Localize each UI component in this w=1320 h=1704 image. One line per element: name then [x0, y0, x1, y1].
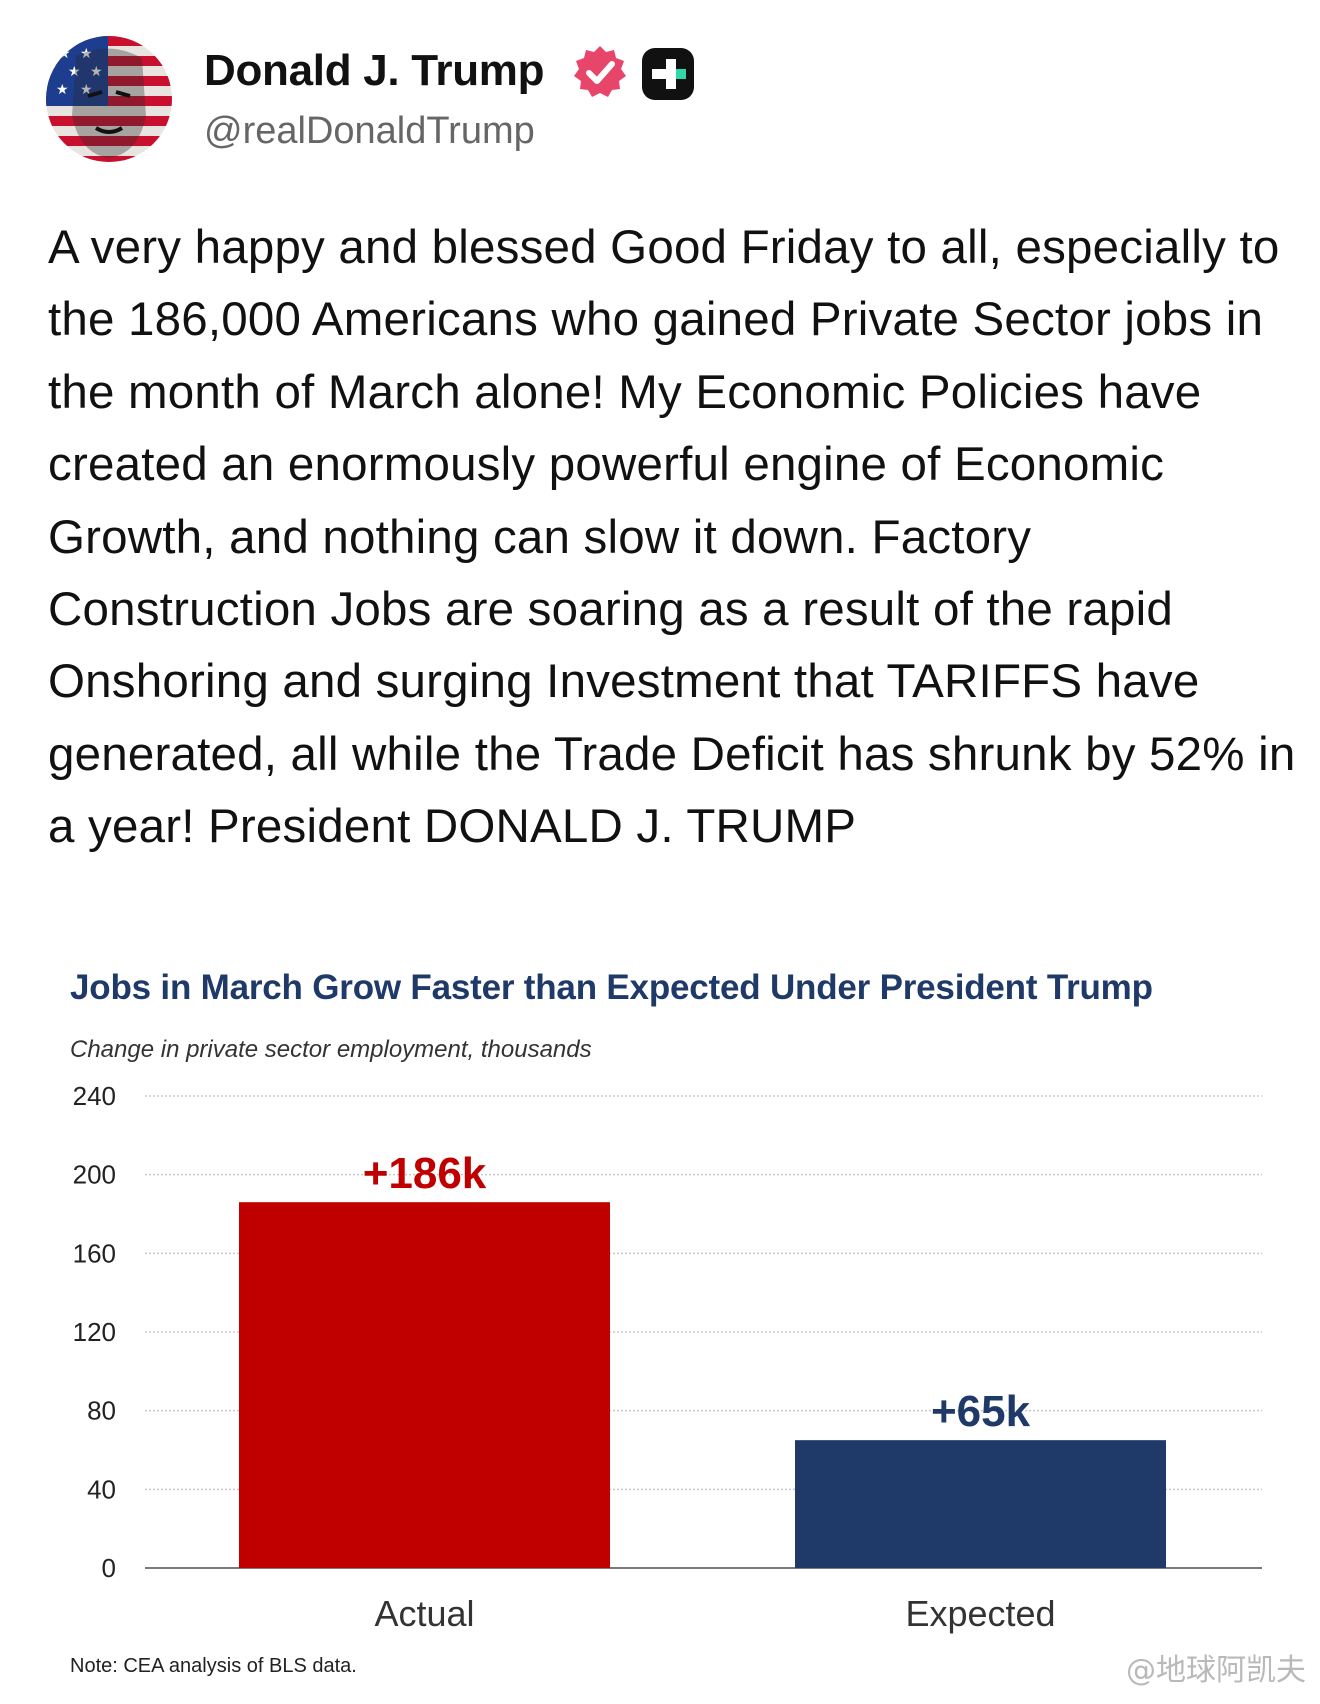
y-tick-label: 240 — [73, 1081, 116, 1111]
profile-portrait-icon: ★ ★ ★ ★ ★ ★ — [46, 36, 172, 162]
y-tick-label: 0 — [102, 1553, 116, 1583]
watermark: @地球阿凯夫 — [1126, 1653, 1306, 1688]
svg-text:★: ★ — [68, 63, 81, 79]
data-label-expected: +65k — [931, 1387, 1031, 1436]
y-tick-label: 200 — [73, 1160, 116, 1190]
svg-text:★: ★ — [56, 81, 69, 97]
bar-actual — [239, 1202, 610, 1568]
y-tick-label: 160 — [73, 1238, 116, 1268]
bar-chart: 0 40 80 120 160 200 240 +186k Actual +65k Expected — [73, 1081, 1262, 1634]
bar-expected — [795, 1440, 1166, 1568]
author-name[interactable]: Donald J. Trump — [204, 46, 545, 95]
verified-badge-icon — [574, 46, 626, 97]
y-tick-label: 40 — [87, 1474, 116, 1504]
y-tick-label: 80 — [87, 1396, 116, 1426]
chart-title: Jobs in March Grow Faster than Expected … — [70, 968, 1153, 1007]
data-label-actual: +186k — [363, 1149, 487, 1198]
x-tick-label-expected: Expected — [905, 1593, 1055, 1634]
svg-text:★: ★ — [80, 45, 93, 61]
plus-badge-icon — [642, 48, 694, 100]
svg-text:★: ★ — [90, 63, 103, 79]
chart-subtitle: Change in private sector employment, tho… — [70, 1036, 592, 1063]
svg-text:★: ★ — [80, 81, 93, 97]
x-tick-label-actual: Actual — [374, 1593, 474, 1634]
svg-text:★: ★ — [58, 45, 71, 61]
avatar[interactable]: ★ ★ ★ ★ ★ ★ — [46, 36, 172, 162]
chart-note: Note: CEA analysis of BLS data. — [70, 1655, 357, 1677]
y-tick-label: 120 — [73, 1317, 116, 1347]
author-handle[interactable]: @realDonaldTrump — [204, 110, 535, 152]
post-text: A very happy and blessed Good Friday to … — [48, 221, 1296, 854]
